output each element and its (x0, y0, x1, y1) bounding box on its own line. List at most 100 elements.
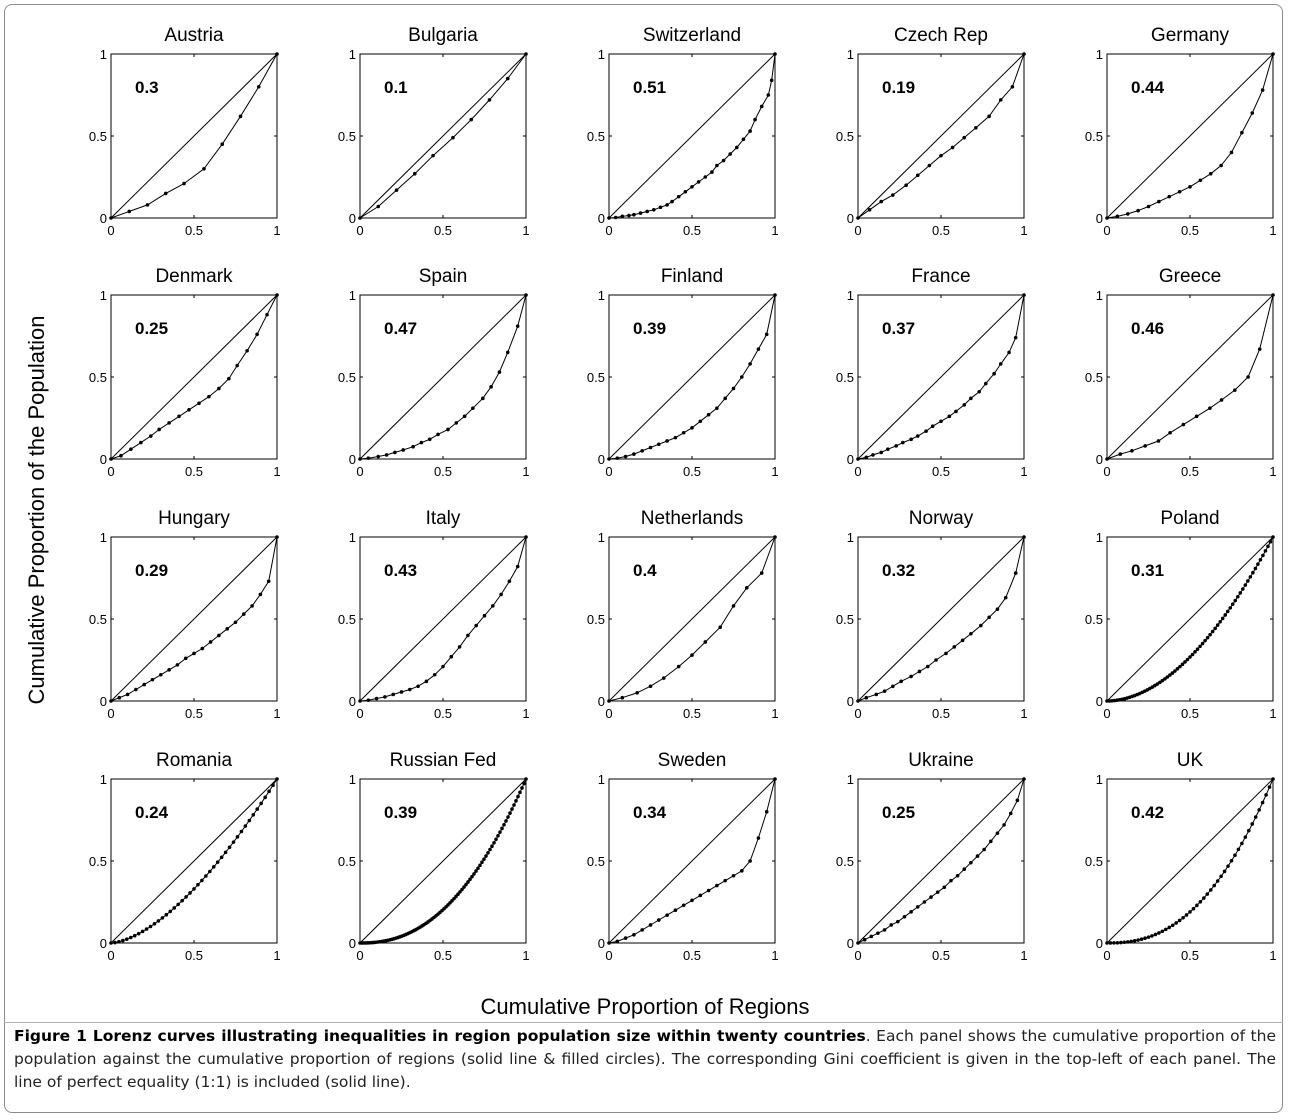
data-point (1258, 557, 1263, 562)
data-point (690, 426, 694, 430)
data-point (1129, 939, 1134, 944)
data-point (740, 375, 744, 379)
data-point (769, 78, 774, 83)
data-point (172, 906, 177, 910)
data-point (516, 794, 520, 799)
data-point (144, 927, 149, 931)
x-tick-label: 0 (107, 706, 114, 721)
data-point (167, 421, 171, 425)
x-tick-label: 1 (1020, 706, 1027, 721)
data-point (856, 941, 860, 945)
y-tick-label: 1 (100, 288, 107, 303)
y-axis-label: Cumulative Proportion of the Population (24, 315, 49, 705)
data-point (182, 181, 186, 186)
data-point (498, 830, 502, 834)
data-point (1157, 931, 1161, 935)
y-tick-label: 0.5 (1085, 129, 1103, 144)
data-point (715, 406, 719, 410)
x-tick-label: 0 (605, 948, 612, 963)
y-tick-label: 0 (598, 936, 605, 951)
data-point (673, 908, 678, 912)
data-point (1198, 899, 1203, 904)
y-tick-label: 0.5 (338, 612, 356, 627)
x-tick-label: 1 (1269, 948, 1276, 963)
y-tick-label: 0 (1096, 936, 1103, 951)
data-point (954, 409, 958, 414)
data-point (632, 212, 636, 217)
data-point (1218, 619, 1222, 624)
data-point (748, 129, 752, 133)
data-point (1240, 130, 1244, 135)
equality-line (359, 53, 527, 219)
y-tick-label: 1 (349, 772, 356, 787)
data-point (468, 877, 472, 882)
y-tick-label: 0 (598, 452, 605, 467)
lorenz-panels: 000.50.511Austria0.3000.50.511Bulgaria0.… (89, 25, 1277, 963)
data-point (109, 457, 113, 461)
data-point (1015, 798, 1020, 803)
data-point (515, 564, 520, 569)
data-point (358, 457, 362, 461)
x-tick-label: 1 (522, 706, 529, 721)
data-point (427, 437, 432, 442)
data-point (1226, 864, 1230, 868)
data-point (1243, 835, 1248, 839)
caption-separator (4, 1022, 1283, 1023)
data-point (989, 839, 993, 844)
data-point (706, 412, 711, 417)
panel-title: Romania (156, 750, 232, 771)
y-tick-label: 0 (100, 936, 107, 951)
data-point (1229, 150, 1234, 155)
data-point (753, 117, 757, 122)
equality-line (608, 536, 776, 702)
x-tick-label: 0.5 (932, 948, 950, 963)
y-tick-label: 0.5 (338, 129, 356, 144)
data-point (1118, 452, 1123, 456)
equality-line (359, 294, 527, 460)
data-point (1143, 936, 1147, 941)
data-point (748, 362, 752, 366)
y-tick-label: 0 (847, 936, 854, 951)
data-point (500, 826, 504, 831)
data-point (723, 396, 727, 401)
data-point (1173, 669, 1177, 673)
data-point (867, 208, 872, 212)
data-point (1178, 664, 1182, 669)
data-point (1202, 896, 1206, 900)
x-tick-label: 1 (522, 948, 529, 963)
data-point (1233, 388, 1237, 392)
panel-title: Norway (909, 508, 974, 529)
data-point (1181, 422, 1186, 427)
data-point (497, 370, 502, 374)
gini-label: 0.47 (384, 319, 417, 338)
data-point (490, 844, 494, 848)
data-point (896, 919, 900, 924)
data-point (183, 656, 188, 661)
data-point (499, 592, 503, 597)
y-tick-label: 1 (598, 772, 605, 787)
data-point (1136, 208, 1140, 213)
data-point (197, 401, 201, 406)
panel-title: Greece (1159, 266, 1221, 287)
data-point (384, 453, 389, 457)
y-tick-label: 0.5 (89, 129, 107, 144)
data-point (127, 209, 132, 214)
data-point (167, 668, 171, 672)
data-point (974, 126, 978, 130)
x-tick-label: 0 (854, 464, 861, 479)
data-point (744, 586, 749, 590)
data-point (233, 620, 238, 625)
gini-label: 0.31 (1131, 561, 1164, 580)
data-point (1208, 171, 1213, 176)
data-point (1198, 178, 1203, 183)
data-point (471, 406, 475, 410)
data-point (648, 445, 653, 450)
data-point (1215, 879, 1220, 883)
gini-label: 0.29 (135, 561, 168, 580)
y-tick-label: 0.5 (836, 129, 854, 144)
data-point (1175, 667, 1180, 671)
data-point (690, 898, 694, 903)
x-tick-label: 1 (771, 223, 778, 238)
data-point (142, 682, 146, 687)
data-point (623, 936, 628, 940)
